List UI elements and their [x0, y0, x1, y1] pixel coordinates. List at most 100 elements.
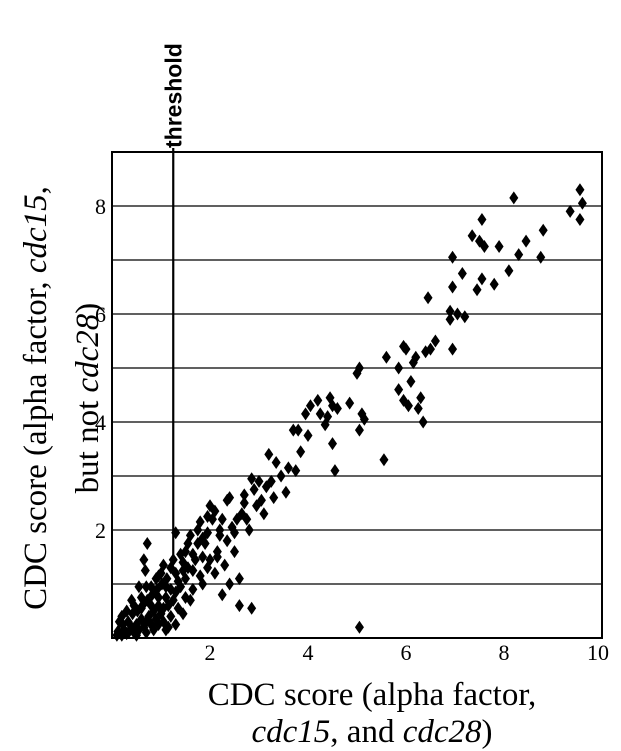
- threshold-label: threshold: [160, 43, 186, 148]
- data-point: [161, 591, 171, 604]
- data-point: [127, 593, 137, 607]
- data-point: [183, 537, 193, 550]
- data-point: [379, 453, 389, 467]
- data-point: [565, 204, 575, 218]
- data-point: [225, 577, 235, 591]
- data-point: [162, 572, 172, 586]
- data-point: [413, 402, 423, 415]
- data-point: [448, 280, 458, 294]
- data-point: [188, 582, 198, 596]
- data-point: [271, 456, 281, 469]
- data-point: [514, 248, 524, 262]
- data-point: [178, 555, 188, 569]
- data-point: [354, 423, 364, 437]
- data-point: [288, 423, 298, 437]
- data-point: [293, 423, 303, 437]
- data-point: [217, 588, 227, 602]
- data-point: [193, 523, 203, 537]
- data-point: [394, 383, 404, 397]
- data-point: [114, 615, 124, 629]
- data-point: [139, 553, 149, 567]
- data-point: [445, 304, 455, 318]
- data-point: [330, 464, 340, 478]
- data-point: [320, 418, 330, 432]
- data-point: [134, 580, 144, 594]
- data-point: [416, 391, 426, 405]
- data-point: [239, 496, 249, 510]
- data-point: [421, 345, 431, 359]
- data-point: [345, 396, 355, 410]
- data-point: [283, 461, 293, 475]
- data-point: [247, 601, 257, 615]
- data-point: [203, 561, 213, 575]
- data-point: [509, 191, 519, 205]
- data-point: [166, 609, 176, 623]
- data-point: [154, 591, 164, 604]
- data-point: [220, 558, 230, 572]
- data-point: [303, 429, 313, 442]
- data-point: [230, 545, 239, 559]
- data-point: [281, 485, 291, 499]
- x-tick-label: 2: [205, 640, 216, 665]
- data-point: [521, 234, 531, 248]
- data-point: [291, 464, 301, 478]
- data-point: [242, 512, 252, 526]
- x-axis-title-line1: CDC score (alpha factor,: [208, 677, 537, 713]
- data-point: [205, 499, 215, 513]
- plot-frame: [111, 151, 603, 639]
- y-axis-title-line2: but not cdc28): [70, 303, 106, 494]
- data-point: [445, 312, 455, 326]
- y-tick-label: 8: [95, 194, 106, 219]
- data-point: [264, 447, 274, 461]
- data-point: [215, 528, 225, 542]
- gridlines: [112, 205, 602, 585]
- data-point: [161, 580, 171, 594]
- data-point: [140, 564, 150, 577]
- data-point: [399, 339, 409, 353]
- data-point: [247, 472, 257, 486]
- data-point: [328, 437, 337, 451]
- data-point: [276, 469, 286, 483]
- data-point: [163, 620, 173, 634]
- data-point: [538, 223, 548, 237]
- data-point: [195, 569, 205, 583]
- data-point: [173, 601, 183, 615]
- data-point: [266, 474, 276, 488]
- data-point: [305, 399, 315, 413]
- data-point: [210, 566, 220, 580]
- data-point: [457, 267, 467, 280]
- data-point: [239, 488, 249, 502]
- data-point: [494, 240, 504, 253]
- data-point: [123, 615, 133, 629]
- data-point: [301, 407, 311, 421]
- data-point: [146, 599, 156, 613]
- data-point: [136, 601, 146, 615]
- data-point: [156, 566, 166, 580]
- x-tick-label: 4: [303, 640, 314, 665]
- data-point: [448, 342, 458, 356]
- data-point: [577, 196, 587, 210]
- data-point: [244, 523, 254, 537]
- data-point: [141, 626, 151, 640]
- data-point: [575, 213, 585, 226]
- data-point: [477, 272, 487, 286]
- data-point: [504, 264, 514, 278]
- data-point: [141, 580, 151, 594]
- data-point: [467, 229, 477, 243]
- data-point: [181, 591, 190, 604]
- data-point: [332, 402, 342, 415]
- x-tick-label: 8: [499, 640, 510, 665]
- data-point: [296, 445, 306, 459]
- data-point: [203, 510, 213, 523]
- data-point: [269, 491, 279, 505]
- data-point: [381, 350, 391, 364]
- data-point: [178, 564, 188, 577]
- data-point: [448, 250, 458, 264]
- data-point: [142, 537, 152, 550]
- data-point: [430, 334, 440, 348]
- data-point: [154, 618, 164, 631]
- data-point: [113, 625, 123, 639]
- data-point: [234, 599, 244, 613]
- y-tick-labels: 2 4 6 8: [95, 194, 106, 543]
- y-tick-label: 6: [95, 302, 106, 327]
